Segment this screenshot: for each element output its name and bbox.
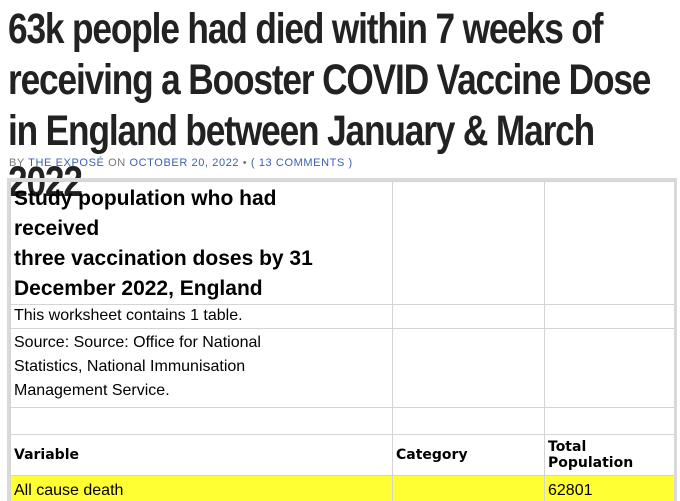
byline-date-link[interactable]: OCTOBER 20, 2022 (129, 157, 240, 169)
byline-on-label: ON (108, 157, 126, 169)
cell-category (392, 475, 545, 501)
empty-cell (544, 304, 674, 329)
spreadsheet-screenshot: Study population who had received three … (7, 178, 677, 501)
empty-cell (544, 407, 674, 435)
byline-comments-link[interactable]: ( 13 COMMENTS ) (250, 157, 353, 169)
sheet-source-line: Management Service. (14, 382, 170, 399)
empty-cell (392, 181, 545, 305)
header-variable: Variable (10, 434, 393, 476)
header-total-population: Total Population (544, 434, 674, 476)
table-row: All cause death 62801 (10, 475, 674, 501)
table-header-row: Variable Category Total Population (10, 434, 674, 476)
header-category: Category (392, 434, 545, 476)
cell-variable: All cause death (10, 475, 393, 501)
article-headline: 63k people had died within 7 weeks of re… (8, 5, 651, 206)
table-row (10, 407, 674, 435)
table-row: Source: Source: Office for National Stat… (10, 328, 674, 408)
byline-by-label: BY (9, 157, 25, 169)
sheet-source-line: Statistics, National Immunisation (14, 358, 246, 375)
sheet-source-cell: Source: Source: Office for National Stat… (10, 328, 393, 408)
empty-cell (392, 328, 545, 408)
sheet-title-cell: Study population who had received three … (10, 181, 393, 305)
table-row: Study population who had received three … (10, 181, 674, 305)
sheet-title-line: received (14, 217, 100, 240)
byline-separator: • (242, 157, 248, 169)
table-row: This worksheet contains 1 table. (10, 304, 674, 329)
empty-cell (392, 304, 545, 329)
sheet-title-line: three vaccination doses by 31 (14, 247, 313, 270)
spreadsheet-table: Study population who had received three … (10, 181, 674, 501)
sheet-info-cell: This worksheet contains 1 table. (10, 304, 393, 329)
byline-author-link[interactable]: THE EXPOSÉ (28, 157, 105, 169)
empty-cell (544, 181, 674, 305)
sheet-title-line: December 2022, England (14, 277, 263, 300)
empty-cell (544, 328, 674, 408)
empty-cell (392, 407, 545, 435)
empty-cell (10, 407, 393, 435)
cell-total: 62801 (544, 475, 674, 501)
sheet-title-line: Study population who had (14, 187, 277, 210)
article-byline: BY THE EXPOSÉ ON OCTOBER 20, 2022 • ( 13… (9, 157, 353, 169)
sheet-source-line: Source: Source: Office for National (14, 334, 261, 351)
